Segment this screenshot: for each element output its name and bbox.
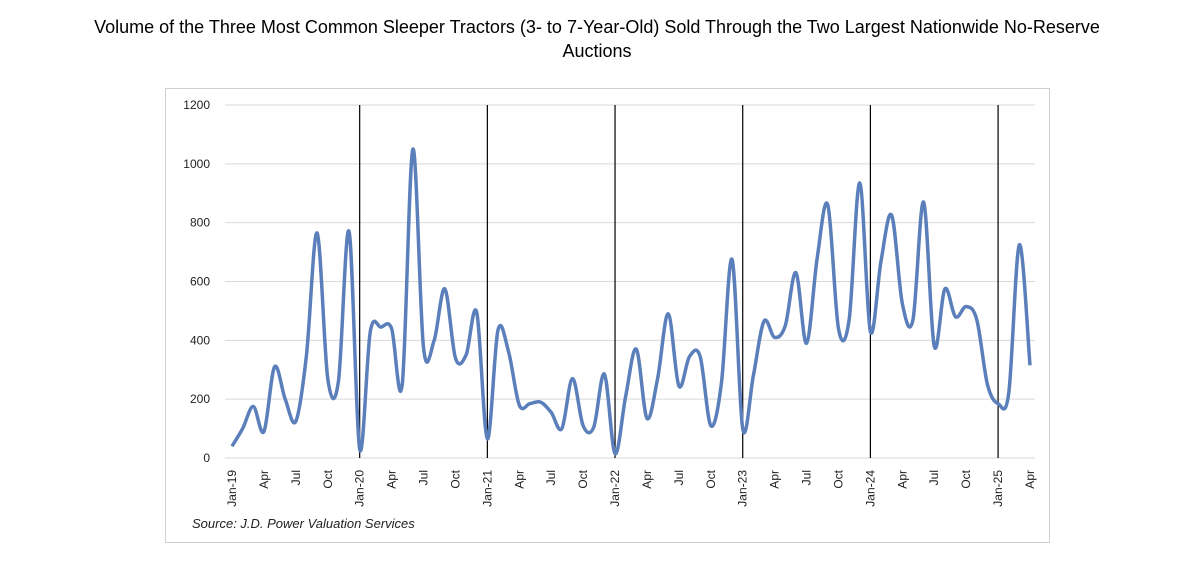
x-tick-label: Jul — [927, 470, 941, 485]
x-tick-label: Apr — [512, 470, 526, 489]
chart-title: Volume of the Three Most Common Sleeper … — [94, 17, 1100, 37]
x-tick-label: Jan-23 — [736, 470, 750, 507]
chart-subtitle: Auctions — [562, 41, 631, 61]
x-tick-label: Jul — [289, 470, 303, 485]
y-tick-label: 1000 — [183, 157, 210, 171]
x-tick-label: Apr — [257, 470, 271, 489]
x-tick-label: Oct — [831, 469, 845, 488]
x-tick-label: Jul — [800, 470, 814, 485]
x-tick-label: Jan-20 — [353, 470, 367, 507]
chart-frame — [165, 88, 1050, 543]
x-tick-label: Apr — [768, 470, 782, 489]
data-line — [230, 147, 1032, 456]
x-tick-label: Jan-21 — [480, 470, 494, 507]
x-tick-label: Oct — [704, 469, 718, 488]
x-tick-label: Oct — [959, 469, 973, 488]
x-tick-label: Jul — [672, 470, 686, 485]
x-tick-label: Jan-19 — [225, 470, 239, 507]
x-tick-label: Jan-22 — [608, 470, 622, 507]
x-tick-label: Apr — [385, 470, 399, 489]
y-tick-label: 200 — [190, 392, 210, 406]
x-tick-label: Jul — [417, 470, 431, 485]
x-tick-label: Jul — [544, 470, 558, 485]
y-tick-label: 1200 — [183, 98, 210, 112]
y-tick-label: 600 — [190, 275, 210, 289]
x-tick-label: Oct — [576, 469, 590, 488]
y-tick-label: 800 — [190, 216, 210, 230]
x-tick-label: Jan-25 — [991, 470, 1005, 507]
source-note: Source: J.D. Power Valuation Services — [192, 516, 415, 531]
x-tick-label: Oct — [448, 469, 462, 488]
y-tick-label: 0 — [203, 451, 210, 465]
x-tick-label: Apr — [1023, 470, 1037, 489]
y-tick-label: 400 — [190, 333, 210, 347]
x-tick-label: Jan-24 — [863, 470, 877, 507]
x-tick-label: Apr — [895, 470, 909, 489]
x-tick-label: Oct — [321, 469, 335, 488]
x-tick-label: Apr — [640, 470, 654, 489]
